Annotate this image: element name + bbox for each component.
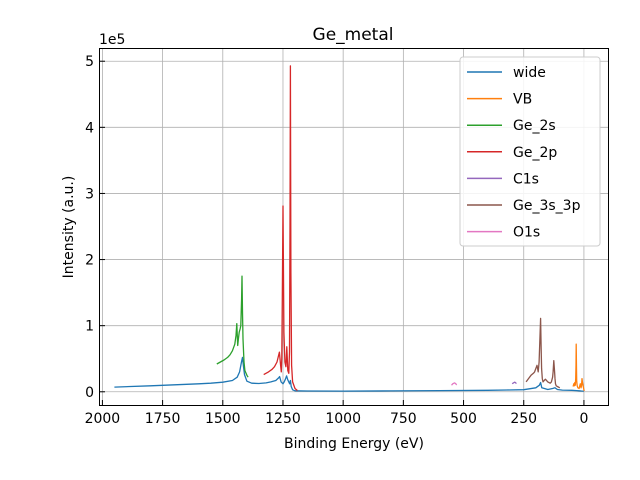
- x-tick-label: 1000: [325, 411, 361, 427]
- y-tick-label: 1: [85, 319, 94, 335]
- x-axis-label: Binding Energy (eV): [284, 436, 424, 452]
- legend: wide VB Ge_2s Ge_2p C1s Ge_3s_3p O1s: [459, 56, 601, 247]
- x-tick-label: 250: [510, 411, 537, 427]
- series-line-c1s: [511, 381, 517, 385]
- y-multiplier: 1e5: [99, 32, 125, 48]
- series-line-ge-3s-3p: [525, 317, 561, 389]
- series-line-ge-2p: [263, 65, 298, 391]
- legend-label: C1s: [513, 171, 539, 187]
- legend-label: wide: [513, 65, 546, 81]
- x-tick-label: 1750: [145, 411, 181, 427]
- series-line-o1s: [451, 382, 458, 386]
- legend-label: Ge_3s_3p: [513, 198, 581, 214]
- x-axis: 2000 1750 1500 1250 1000 750 500 250 0: [85, 400, 588, 427]
- legend-box: [459, 56, 601, 247]
- x-tick-label: 500: [450, 411, 477, 427]
- y-axis-label: Intensity (a.u.): [61, 176, 77, 279]
- y-axis: 0 1 2 3 4 5: [85, 54, 105, 401]
- x-tick-label: 1500: [205, 411, 241, 427]
- chart-title: Ge_metal: [313, 25, 394, 45]
- data-lines: [114, 65, 585, 392]
- y-tick-label: 4: [85, 120, 94, 136]
- series-line-vb: [572, 343, 585, 392]
- y-tick-label: 3: [85, 186, 94, 202]
- y-tick-label: 5: [85, 54, 94, 70]
- y-tick-label: 0: [85, 385, 94, 401]
- plot-frame: [99, 48, 609, 406]
- x-tick-label: 0: [579, 411, 588, 427]
- y-tick-label: 2: [85, 253, 94, 269]
- legend-label: O1s: [513, 225, 540, 241]
- legend-label: VB: [513, 92, 532, 108]
- series-line-wide: [114, 356, 584, 392]
- legend-label: Ge_2p: [513, 145, 557, 161]
- legend-label: Ge_2s: [513, 118, 556, 134]
- x-tick-label: 2000: [85, 411, 121, 427]
- x-tick-label: 750: [390, 411, 417, 427]
- x-tick-label: 1250: [265, 411, 301, 427]
- series-line-ge-2s: [216, 275, 249, 378]
